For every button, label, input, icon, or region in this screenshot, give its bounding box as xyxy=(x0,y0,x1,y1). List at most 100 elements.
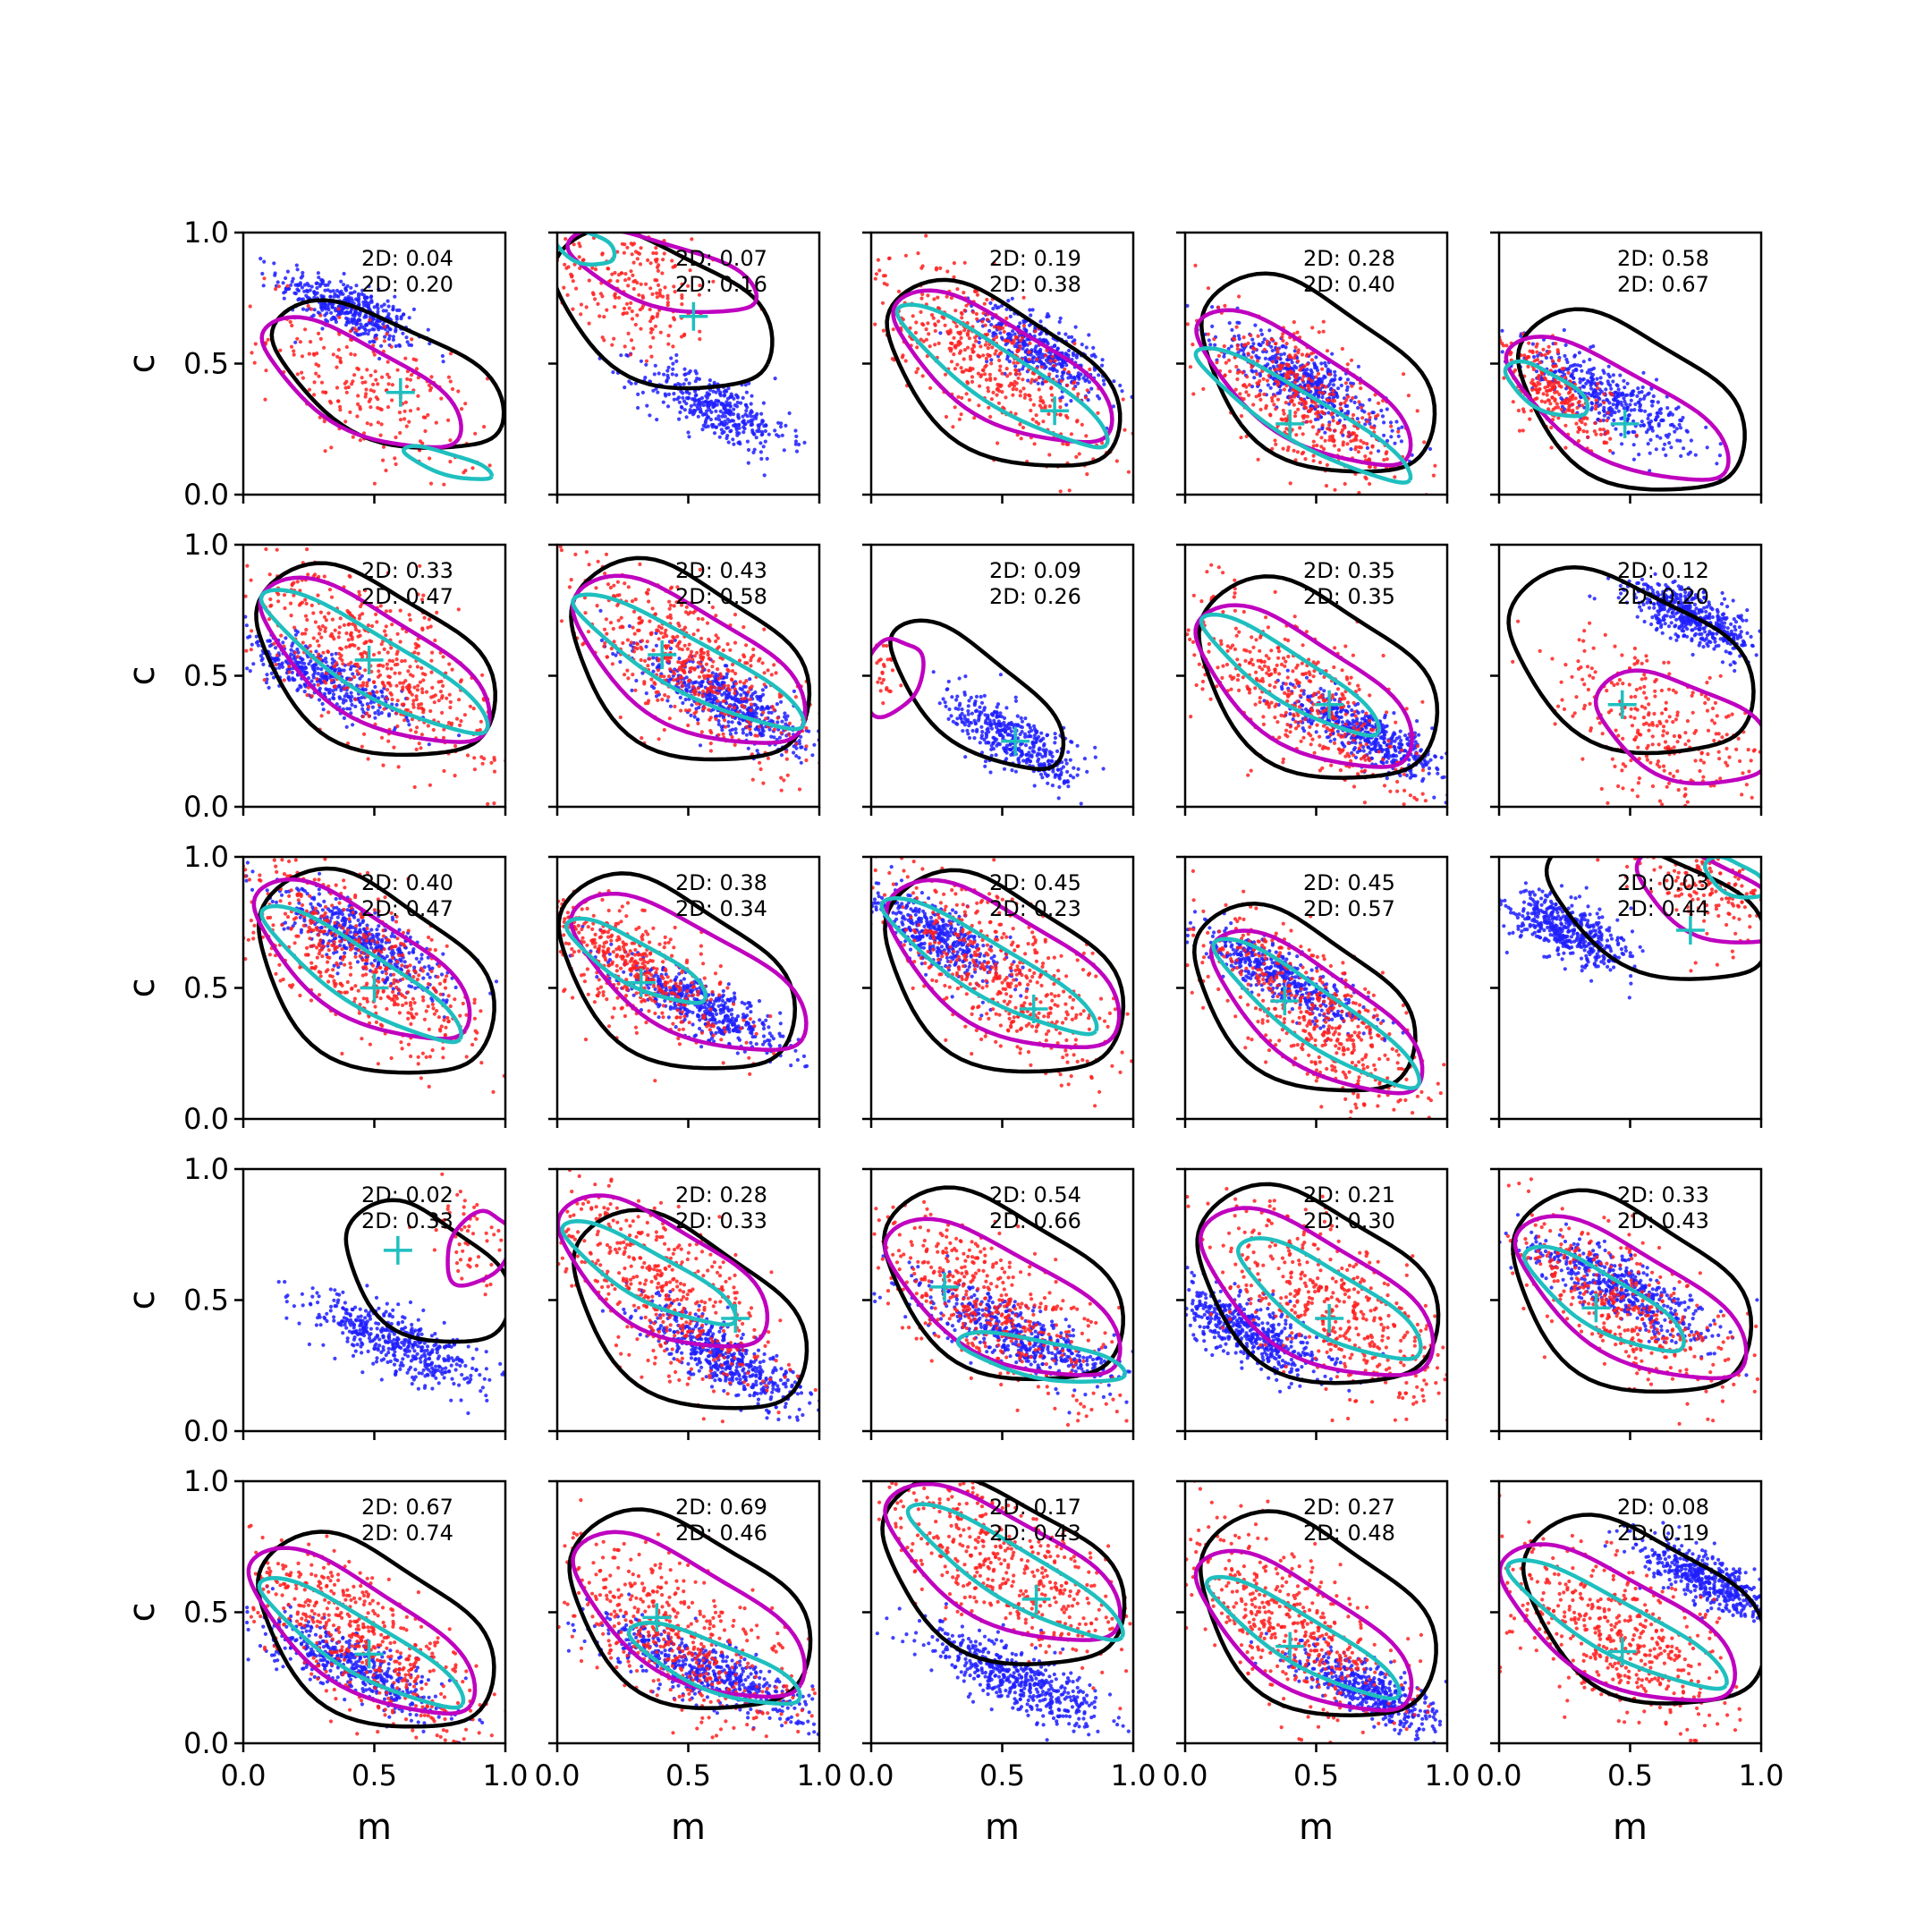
red-sample-point xyxy=(915,345,919,350)
red-sample-point xyxy=(315,639,319,643)
red-sample-point xyxy=(1250,365,1254,369)
red-sample-point xyxy=(665,296,670,301)
red-sample-point xyxy=(473,431,478,436)
red-sample-point xyxy=(633,250,639,254)
red-sample-point xyxy=(1275,347,1280,352)
blue-sample-point xyxy=(1226,346,1231,352)
blue-sample-point xyxy=(1072,376,1077,380)
red-sample-point xyxy=(379,422,384,427)
red-sample-point xyxy=(412,784,417,790)
red-sample-point xyxy=(419,597,425,602)
red-sample-point xyxy=(1338,406,1343,411)
red-sample-point xyxy=(1327,423,1332,428)
blue-sample-point xyxy=(1057,319,1062,324)
red-sample-point xyxy=(276,599,281,604)
annotation-text: 2D: 0.16 xyxy=(675,272,767,297)
red-sample-point xyxy=(337,672,342,676)
blue-sample-point xyxy=(360,695,364,700)
red-sample-point xyxy=(289,614,293,618)
red-sample-point xyxy=(1321,411,1326,416)
blue-sample-point xyxy=(1337,419,1343,423)
blue-sample-point xyxy=(1678,426,1683,430)
blue-sample-point xyxy=(1648,437,1653,442)
blue-sample-point xyxy=(1664,453,1668,458)
red-sample-point xyxy=(408,409,413,413)
red-sample-point xyxy=(1256,457,1260,462)
blue-sample-point xyxy=(988,301,993,305)
red-sample-point xyxy=(654,251,658,256)
blue-sample-point xyxy=(1620,442,1624,446)
red-sample-point xyxy=(1043,353,1048,358)
blue-sample-point xyxy=(315,285,319,291)
red-sample-point xyxy=(338,360,343,365)
red-sample-point xyxy=(968,368,973,373)
blue-sample-point xyxy=(320,278,325,283)
blue-sample-point xyxy=(1379,408,1384,413)
blue-sample-point xyxy=(1667,432,1672,436)
red-sample-point xyxy=(351,435,355,439)
red-sample-point xyxy=(680,282,684,286)
red-sample-point xyxy=(305,617,309,623)
red-sample-point xyxy=(264,547,268,552)
red-sample-point xyxy=(996,441,1000,445)
blue-sample-point xyxy=(343,286,348,291)
red-sample-point xyxy=(931,316,936,320)
red-sample-point xyxy=(988,414,993,419)
red-sample-point xyxy=(1019,436,1023,441)
red-sample-point xyxy=(369,397,373,402)
blue-sample-point xyxy=(338,696,343,701)
red-sample-point xyxy=(982,301,987,306)
red-sample-point xyxy=(263,397,267,402)
blue-sample-point xyxy=(358,676,362,681)
red-sample-point xyxy=(1300,352,1305,357)
red-sample-point xyxy=(348,410,352,414)
blue-sample-point xyxy=(290,643,294,648)
blue-sample-point xyxy=(1580,369,1584,373)
red-sample-point xyxy=(344,631,349,636)
blue-sample-point xyxy=(312,665,317,670)
red-sample-point xyxy=(472,767,478,772)
red-sample-point xyxy=(1307,409,1311,413)
red-sample-point xyxy=(456,389,461,394)
blue-sample-point xyxy=(674,352,679,358)
blue-sample-point xyxy=(1034,350,1038,354)
red-sample-point xyxy=(1191,392,1196,396)
blue-sample-point xyxy=(350,702,354,708)
red-sample-point xyxy=(403,400,408,404)
blue-sample-point xyxy=(720,414,724,419)
red-sample-point xyxy=(329,678,334,682)
red-sample-point xyxy=(386,681,391,685)
red-sample-point xyxy=(986,389,991,394)
red-sample-point xyxy=(1574,421,1579,426)
blue-sample-point xyxy=(1058,316,1063,320)
red-sample-point xyxy=(924,337,928,342)
blue-sample-point xyxy=(1229,344,1233,349)
red-sample-point xyxy=(1356,450,1360,454)
blue-sample-point xyxy=(324,307,328,311)
blue-sample-point xyxy=(776,420,781,425)
red-sample-point xyxy=(1002,329,1006,335)
blue-sample-point xyxy=(326,308,331,312)
red-sample-point xyxy=(323,626,327,631)
blue-sample-point xyxy=(754,416,758,420)
blue-sample-point xyxy=(1324,364,1328,369)
blue-sample-point xyxy=(1613,411,1617,415)
blue-sample-point xyxy=(731,437,735,442)
red-sample-point xyxy=(653,324,658,328)
blue-sample-point xyxy=(1344,388,1349,393)
blue-sample-point xyxy=(380,690,385,695)
red-sample-point xyxy=(408,685,412,690)
blue-sample-point xyxy=(369,298,374,303)
red-sample-point xyxy=(563,262,567,267)
red-sample-point xyxy=(1433,463,1437,468)
red-sample-point xyxy=(390,623,394,627)
blue-sample-point xyxy=(1056,331,1061,335)
blue-sample-point xyxy=(687,391,691,395)
red-sample-point xyxy=(324,618,328,623)
red-sample-point xyxy=(1543,377,1548,382)
red-sample-point xyxy=(688,268,692,273)
blue-sample-point xyxy=(744,409,749,413)
red-sample-point xyxy=(319,635,324,640)
red-sample-point xyxy=(1216,305,1221,309)
blue-sample-point xyxy=(1331,383,1336,387)
